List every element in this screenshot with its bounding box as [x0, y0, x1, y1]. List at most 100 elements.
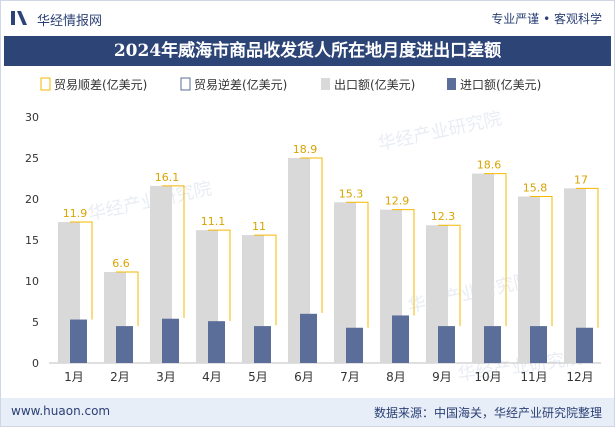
- surplus-bar: [300, 157, 323, 313]
- surplus-bar: [208, 229, 231, 322]
- legend-item: 贸易逆差(亿美元): [180, 77, 287, 92]
- axes: 0 5 10 15 20 25 30: [25, 111, 601, 370]
- export-bar: [288, 158, 310, 363]
- data-label: 11.1: [201, 215, 226, 228]
- month-group: 17 12月: [564, 173, 599, 384]
- legend-swatch: [40, 77, 51, 91]
- y-tick-label: 15: [25, 234, 39, 247]
- legend: 贸易顺差(亿美元) 贸易逆差(亿美元) 出口额(亿美元) 进口额(亿美元): [40, 77, 541, 92]
- x-tick-label: 3月: [156, 370, 176, 384]
- import-bar: [116, 326, 133, 363]
- data-label: 18.9: [293, 143, 318, 156]
- data-label: 12.3: [431, 210, 456, 223]
- y-tick-label: 5: [32, 316, 39, 329]
- import-bar: [392, 315, 409, 363]
- chart-title: 2024年威海市商品收发货人所在地月度进出口差额: [113, 41, 502, 61]
- x-tick-label: 7月: [340, 370, 360, 384]
- month-group: 12.9 8月: [380, 195, 415, 384]
- huajing-logo-icon: [11, 11, 27, 25]
- surplus-bar: [254, 234, 277, 326]
- y-tick-label: 0: [32, 357, 39, 370]
- surplus-bar: [392, 209, 415, 316]
- data-label: 12.9: [385, 195, 410, 208]
- watermark-text: 华经产业研究院: [86, 178, 214, 225]
- month-group: 6.6 2月: [104, 257, 139, 384]
- site-name: 华经情报网: [37, 14, 103, 29]
- title-bar: 2024年威海市商品收发货人所在地月度进出口差额: [4, 36, 611, 66]
- x-tick-label: 1月: [64, 370, 84, 384]
- import-bar: [530, 326, 547, 363]
- data-label: 11.9: [63, 207, 88, 220]
- export-bar: [334, 202, 356, 363]
- y-tick-label: 30: [25, 111, 39, 124]
- legend-label: 贸易顺差(亿美元): [54, 77, 147, 92]
- data-label: 15.8: [523, 182, 548, 195]
- month-group: 11.1 4月: [196, 215, 231, 384]
- month-group: 11.9 1月: [58, 207, 93, 384]
- x-tick-label: 9月: [432, 370, 452, 384]
- legend-item: 进口额(亿美元): [447, 77, 541, 92]
- data-label: 16.1: [155, 171, 180, 184]
- month-group: 18.9 6月: [288, 143, 323, 384]
- bars: 11.91月6.62月16.13月11.14月115月18.96月15.37月1…: [58, 143, 599, 384]
- surplus-bar: [438, 224, 461, 327]
- surplus-bar: [346, 201, 369, 328]
- watermark-text: 华经产业研究院: [376, 108, 504, 155]
- month-group: 11 5月: [242, 220, 277, 384]
- export-bar: [472, 173, 494, 363]
- header-bar: 华经情报网 专业严谨 • 客观科学: [1, 1, 614, 35]
- import-bar: [162, 318, 179, 363]
- data-label: 17: [574, 173, 588, 186]
- legend-item: 出口额(亿美元): [321, 77, 415, 92]
- footer-bar: www.huaon.com 数据来源：中国海关，华经产业研究院整理: [1, 398, 614, 426]
- surplus-bar: [70, 221, 93, 320]
- watermark-text: 华经产业研究院: [406, 270, 534, 317]
- export-bar: [564, 188, 586, 363]
- x-tick-label: 6月: [294, 370, 314, 384]
- x-tick-label: 8月: [386, 370, 406, 384]
- month-group: 16.1 3月: [150, 171, 185, 384]
- data-label: 18.6: [477, 159, 502, 172]
- import-bar: [254, 326, 271, 363]
- import-bar: [438, 326, 455, 363]
- surplus-bar: [116, 271, 139, 327]
- import-bar: [576, 327, 593, 363]
- data-label: 11: [252, 220, 266, 233]
- surplus-bar: [484, 173, 507, 327]
- x-tick-label: 11月: [520, 370, 547, 384]
- legend-label: 进口额(亿美元): [460, 77, 541, 92]
- surplus-bar: [576, 187, 599, 328]
- legend-label: 贸易逆差(亿美元): [194, 77, 287, 92]
- data-source: 数据来源：中国海关，华经产业研究院整理: [373, 406, 602, 420]
- import-bar: [70, 319, 87, 363]
- data-label: 15.3: [339, 187, 364, 200]
- legend-swatch: [321, 78, 330, 90]
- y-tick-label: 10: [25, 275, 39, 288]
- x-tick-label: 2月: [110, 370, 130, 384]
- legend-swatch: [180, 77, 191, 91]
- legend-swatch: [447, 78, 456, 90]
- surplus-bar: [162, 185, 185, 318]
- month-group: 15.3 7月: [334, 187, 369, 384]
- y-tick-label: 25: [25, 152, 39, 165]
- import-bar: [208, 321, 225, 363]
- month-group: 15.8 11月: [518, 182, 553, 384]
- tagline: 专业严谨 • 客观科学: [491, 12, 602, 26]
- import-bar: [300, 313, 317, 363]
- data-label: 6.6: [112, 257, 130, 270]
- month-group: 18.6 10月: [472, 159, 507, 384]
- surplus-bar: [530, 196, 553, 327]
- import-bar: [484, 326, 501, 363]
- month-group: 12.3 9月: [426, 210, 461, 384]
- import-bar: [346, 327, 363, 363]
- y-tick-label: 20: [25, 193, 39, 206]
- x-tick-label: 4月: [202, 370, 222, 384]
- export-bar: [518, 196, 540, 363]
- website-link[interactable]: www.huaon.com: [11, 404, 111, 418]
- x-tick-label: 10月: [474, 370, 501, 384]
- legend-item: 贸易顺差(亿美元): [40, 77, 147, 92]
- x-tick-label: 12月: [566, 370, 593, 384]
- legend-label: 出口额(亿美元): [334, 77, 415, 92]
